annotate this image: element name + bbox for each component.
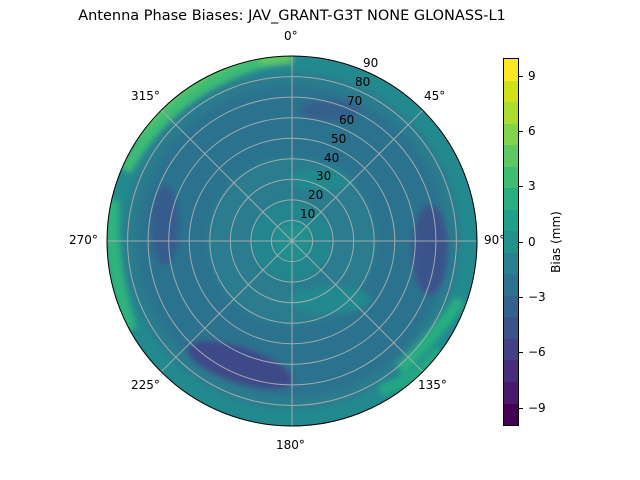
radial-label-70: 70 [347,94,363,108]
cbar-tick-label-neg3: −3 [528,290,546,304]
angle-label-315: 315° [131,89,160,103]
cbar-tick [519,408,523,409]
radial-label-90: 90 [363,56,379,70]
cbar-tick [519,242,523,243]
angle-label-270: 270° [69,233,98,247]
polar-grid [107,56,477,426]
cbar-tick [519,352,523,353]
cbar-tick-label-6: 6 [528,124,536,138]
cbar-tick-label-3: 3 [528,179,536,193]
cbar-tick [519,186,523,187]
cbar-tick-label-neg9: −9 [528,401,546,415]
chart-title: Antenna Phase Biases: JAV_GRANT-G3T NONE… [78,8,506,24]
radial-label-50: 50 [331,132,347,146]
angle-label-90: 90° [484,233,506,247]
radial-label-20: 20 [308,188,324,202]
radial-label-80: 80 [355,75,371,89]
angle-label-45: 45° [424,89,446,103]
colorbar-label: Bias (mm) [549,211,563,273]
angle-label-180: 180° [276,438,305,452]
colorbar [503,58,519,426]
angle-label-0: 0° [284,29,298,43]
angle-label-225: 225° [131,378,160,392]
cbar-tick [519,131,523,132]
radial-label-10: 10 [300,207,316,221]
cbar-tick-label-neg6: −6 [528,345,546,359]
radial-label-60: 60 [339,113,355,127]
angle-label-135: 135° [418,378,447,392]
radial-label-30: 30 [316,169,332,183]
cbar-tick [519,297,523,298]
cbar-tick-label-9: 9 [528,69,536,83]
radial-label-40: 40 [324,151,340,165]
cbar-tick-label-0: 0 [528,235,536,249]
cbar-tick [519,76,523,77]
